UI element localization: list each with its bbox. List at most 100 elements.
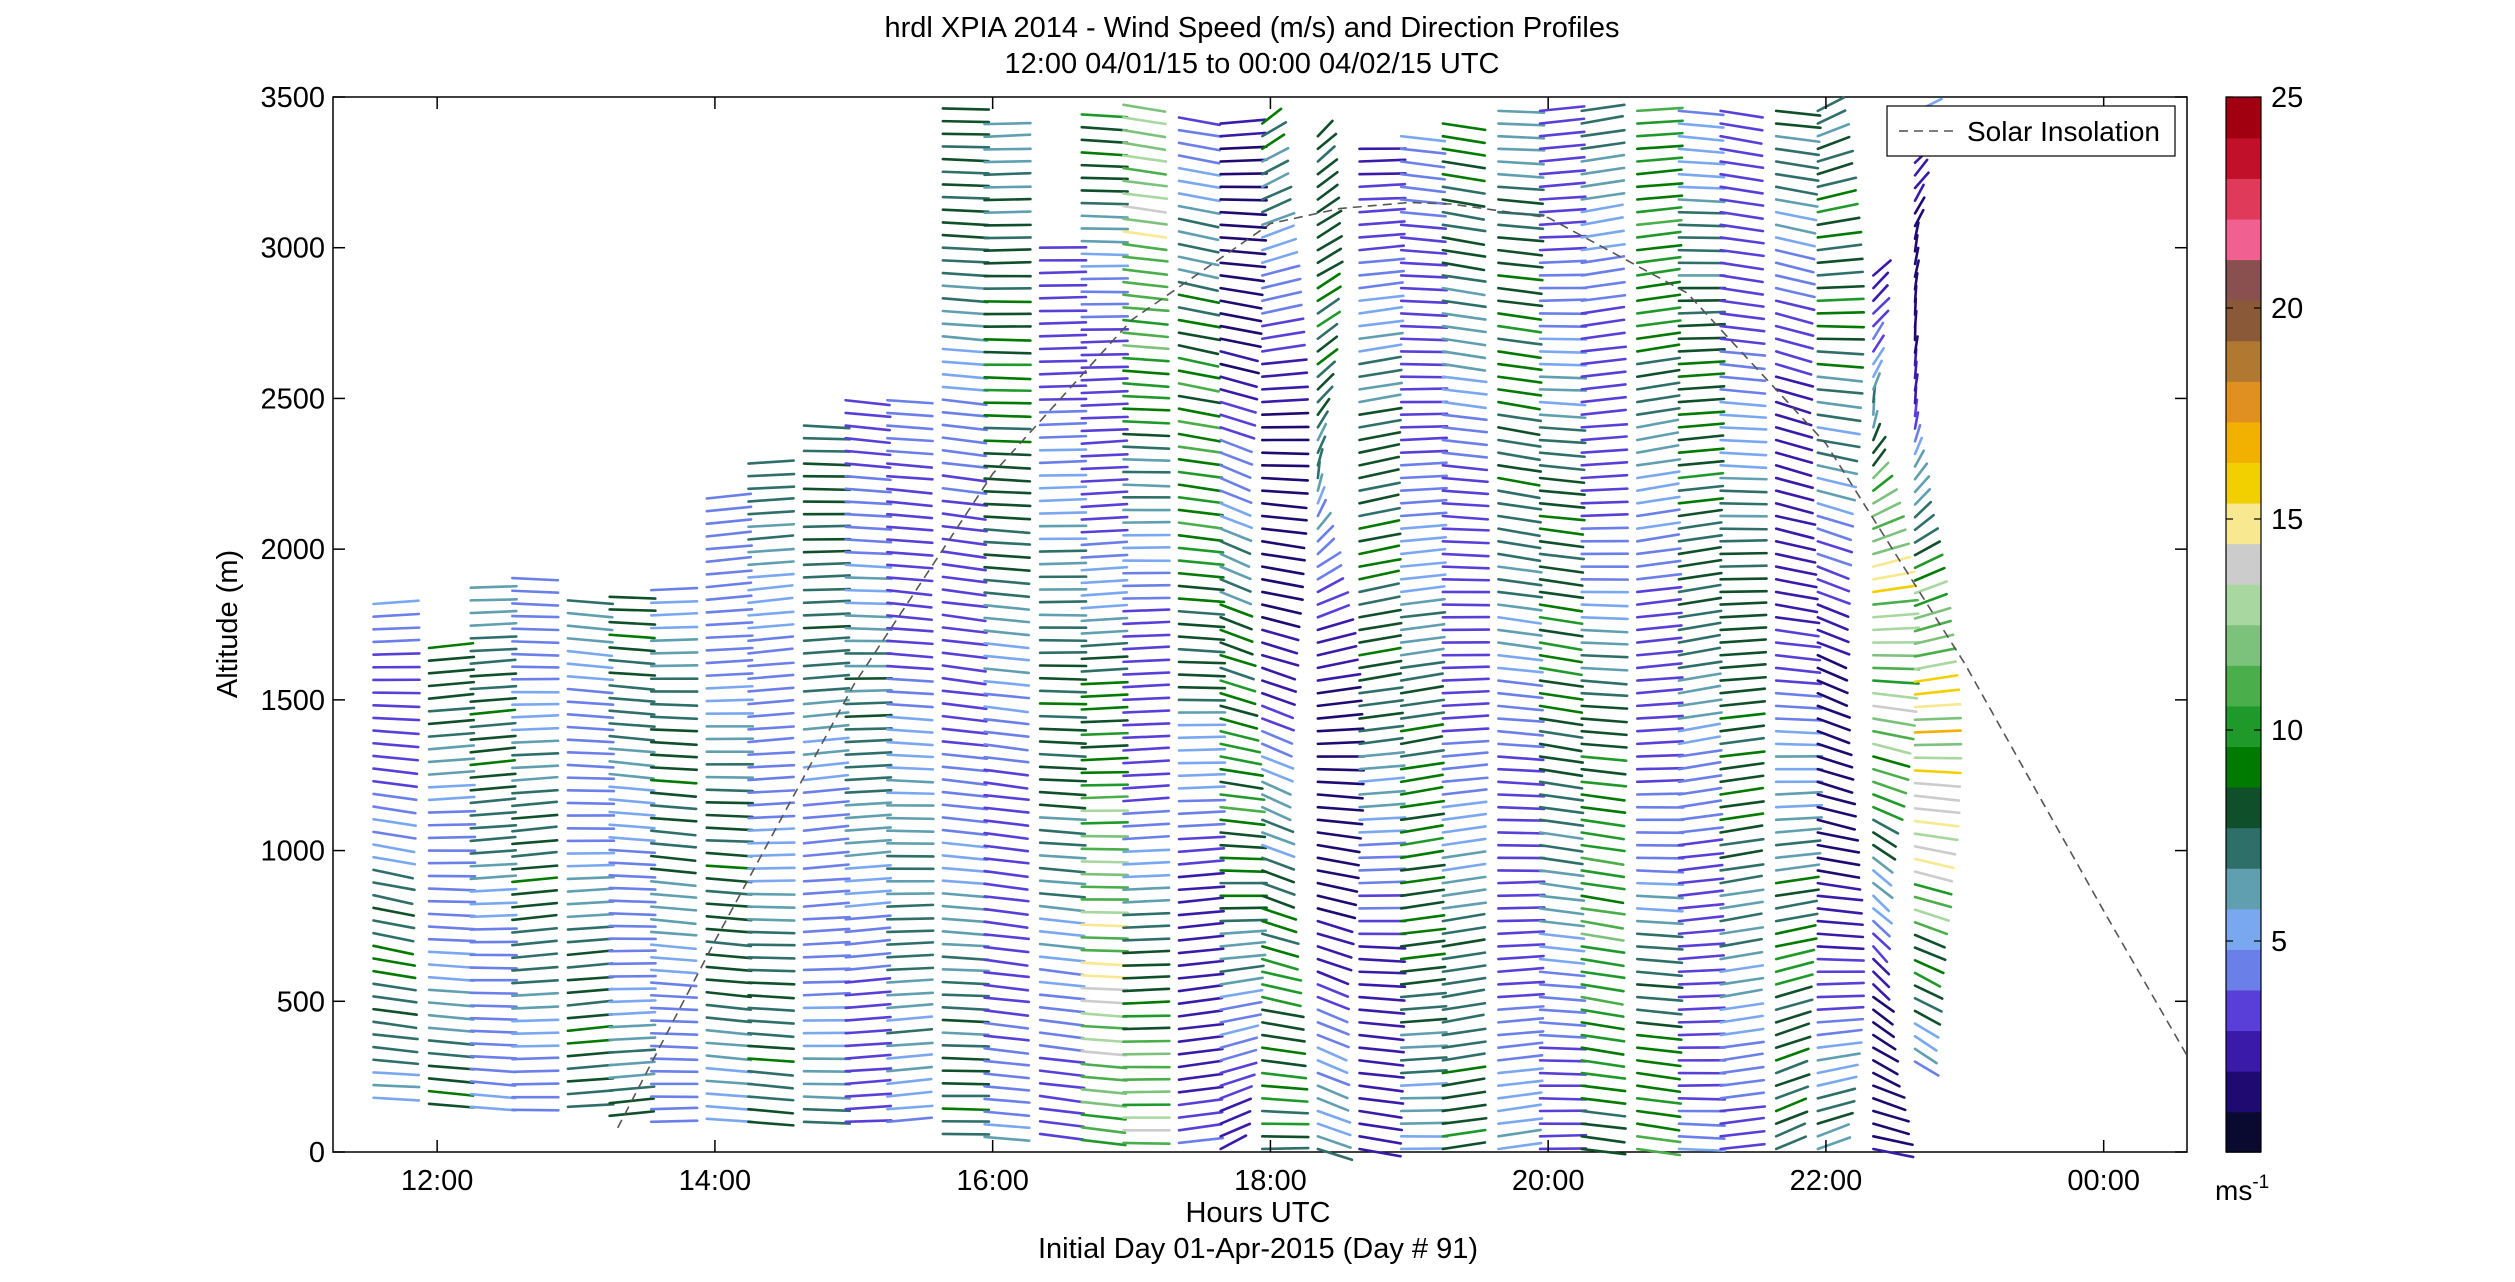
wind-barb xyxy=(608,671,657,677)
wind-barb xyxy=(1261,1033,1306,1043)
wind-barb xyxy=(1080,1050,1128,1057)
wind-barb xyxy=(1441,577,1491,582)
wind-barb xyxy=(1677,385,1726,391)
wind-barb xyxy=(1399,172,1447,181)
wind-barb xyxy=(1538,679,1584,688)
wind-barb xyxy=(1080,641,1129,648)
wind-barb xyxy=(1538,666,1583,677)
wind-barb xyxy=(1358,672,1403,682)
wind-barb xyxy=(427,668,476,675)
wind-barb xyxy=(1580,203,1624,214)
wind-barb xyxy=(1122,217,1168,226)
wind-barb xyxy=(983,159,1032,164)
wind-barb xyxy=(1177,1072,1224,1081)
wind-barb xyxy=(1719,236,1765,245)
wind-barb xyxy=(1358,355,1403,366)
wind-barb xyxy=(844,1053,892,1060)
wind-barb xyxy=(1219,527,1253,543)
wind-barb xyxy=(566,801,616,806)
wind-barb xyxy=(1122,204,1168,214)
wind-barb xyxy=(1177,647,1226,654)
wind-barb xyxy=(844,563,893,569)
wind-barb xyxy=(941,638,989,647)
colorbar-tick-label: 25 xyxy=(2271,82,2303,114)
wind-barb xyxy=(1677,198,1726,204)
wind-barb xyxy=(1441,976,1487,986)
wind-barb xyxy=(1038,497,1088,503)
wind-barb xyxy=(1080,872,1130,877)
wind-barb xyxy=(566,887,615,893)
wind-barb xyxy=(372,1007,418,1016)
wind-barb xyxy=(511,800,559,808)
wind-barb xyxy=(941,170,990,175)
wind-barb xyxy=(372,817,417,827)
wind-barb xyxy=(1261,983,1303,995)
wind-barb xyxy=(1497,966,1545,974)
wind-barb xyxy=(802,711,850,719)
wind-barb xyxy=(649,600,699,605)
wind-barb xyxy=(1497,1067,1544,1075)
wind-barb xyxy=(747,485,796,491)
wind-barb xyxy=(1872,584,1918,594)
wind-barb xyxy=(1399,635,1446,644)
wind-barb xyxy=(1261,793,1292,809)
wind-barb xyxy=(1538,298,1588,303)
wind-barb xyxy=(1816,793,1857,806)
wind-barb xyxy=(1219,940,1267,948)
wind-barb xyxy=(941,968,990,973)
wind-barb xyxy=(469,609,518,615)
wind-barb xyxy=(802,863,850,870)
wind-barb xyxy=(1538,1097,1588,1101)
wind-barb xyxy=(1441,552,1490,558)
wind-barb xyxy=(941,752,989,760)
wind-barb xyxy=(1774,653,1822,662)
x-tick-label: 22:00 xyxy=(1790,1165,1863,1197)
wind-barb xyxy=(1358,686,1404,695)
wind-barb xyxy=(1580,1059,1626,1068)
wind-barb xyxy=(1719,564,1768,568)
wind-barb xyxy=(372,957,417,967)
wind-barb xyxy=(608,949,657,953)
wind-barb xyxy=(941,879,990,886)
wind-barb xyxy=(1399,952,1446,961)
wind-barb xyxy=(1497,502,1543,511)
wind-barb xyxy=(1816,932,1865,939)
wind-barb xyxy=(1177,798,1227,803)
wind-barb xyxy=(1441,122,1487,132)
wind-barb xyxy=(1635,218,1683,227)
wind-barb xyxy=(1538,143,1586,151)
wind-barb xyxy=(1635,572,1683,581)
wind-barb xyxy=(705,698,754,703)
wind-barb xyxy=(1358,970,1407,975)
wind-barb xyxy=(1497,476,1541,487)
wind-barb xyxy=(1441,1141,1487,1151)
wind-barb xyxy=(1580,435,1628,442)
wind-barb xyxy=(1677,826,1724,834)
wind-barb xyxy=(566,687,614,695)
wind-barb xyxy=(1635,356,1682,366)
wind-barb xyxy=(1038,879,1087,886)
wind-barb xyxy=(511,665,560,669)
wind-barb xyxy=(511,965,559,972)
wind-barb xyxy=(1080,705,1129,711)
wind-barb xyxy=(1635,907,1684,913)
wind-barb xyxy=(566,999,614,1007)
wind-barb xyxy=(1497,666,1544,674)
wind-barb xyxy=(1177,217,1220,229)
wind-barb xyxy=(1719,210,1764,220)
wind-barb xyxy=(1719,800,1765,809)
wind-barb xyxy=(511,1031,560,1036)
wind-barb xyxy=(1719,413,1768,419)
wind-barb xyxy=(1719,589,1768,594)
wind-barb xyxy=(1399,362,1449,367)
wind-barb xyxy=(1038,459,1088,465)
wind-barb xyxy=(1316,1084,1349,1100)
wind-barb xyxy=(1080,719,1129,724)
wind-barb xyxy=(886,639,934,646)
wind-barb xyxy=(1677,786,1723,796)
wind-barb xyxy=(1038,1107,1086,1116)
wind-barb xyxy=(608,1010,657,1016)
wind-barb xyxy=(1913,423,1922,443)
wind-barb xyxy=(1677,122,1725,129)
wind-barb xyxy=(1399,939,1446,948)
